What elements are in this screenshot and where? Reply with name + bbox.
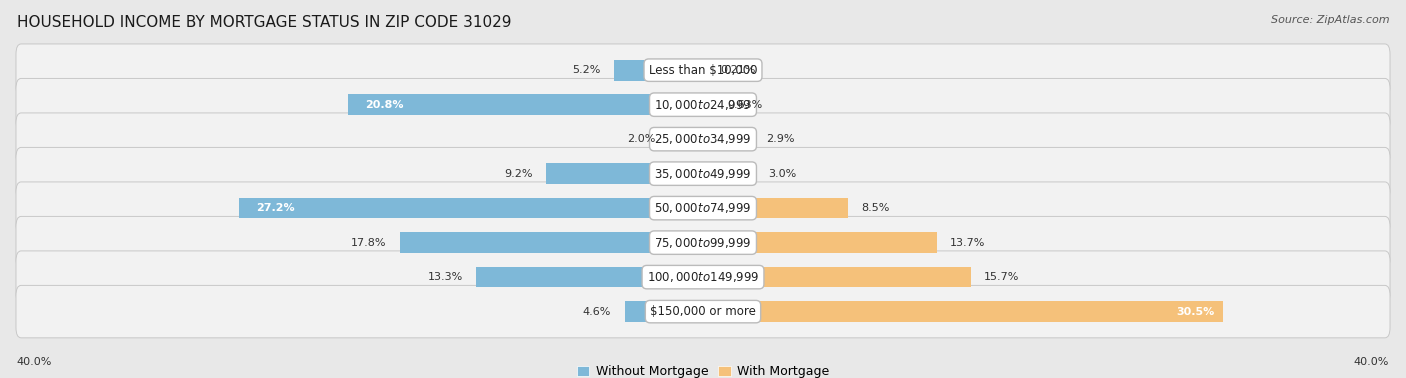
FancyBboxPatch shape (15, 217, 1391, 269)
Text: 13.7%: 13.7% (950, 238, 986, 248)
Text: 40.0%: 40.0% (17, 357, 52, 367)
FancyBboxPatch shape (15, 147, 1391, 200)
Bar (703, 60, 707, 81)
Legend: Without Mortgage, With Mortgage: Without Mortgage, With Mortgage (572, 360, 834, 378)
Text: $50,000 to $74,999: $50,000 to $74,999 (654, 201, 752, 215)
Bar (703, 301, 1223, 322)
Text: 20.8%: 20.8% (366, 100, 404, 110)
Text: $75,000 to $99,999: $75,000 to $99,999 (654, 235, 752, 249)
Text: 17.8%: 17.8% (350, 238, 385, 248)
Text: 27.2%: 27.2% (256, 203, 295, 213)
Bar (703, 129, 752, 149)
Text: 13.3%: 13.3% (427, 272, 463, 282)
Bar (546, 163, 703, 184)
Text: 2.0%: 2.0% (627, 134, 655, 144)
Bar (614, 60, 703, 81)
Text: 3.0%: 3.0% (768, 169, 796, 179)
Text: 8.5%: 8.5% (862, 203, 890, 213)
Bar (239, 198, 703, 218)
Bar (703, 232, 936, 253)
FancyBboxPatch shape (15, 285, 1391, 338)
Text: HOUSEHOLD INCOME BY MORTGAGE STATUS IN ZIP CODE 31029: HOUSEHOLD INCOME BY MORTGAGE STATUS IN Z… (17, 15, 512, 30)
Bar (703, 94, 714, 115)
Bar (399, 232, 703, 253)
Text: 0.21%: 0.21% (720, 65, 755, 75)
Text: 2.9%: 2.9% (766, 134, 794, 144)
Bar (703, 163, 754, 184)
Text: 9.2%: 9.2% (503, 169, 533, 179)
Text: $25,000 to $34,999: $25,000 to $34,999 (654, 132, 752, 146)
Text: $100,000 to $149,999: $100,000 to $149,999 (647, 270, 759, 284)
Bar (477, 267, 703, 287)
Text: 0.63%: 0.63% (727, 100, 762, 110)
FancyBboxPatch shape (15, 113, 1391, 165)
Bar (703, 198, 848, 218)
Text: 30.5%: 30.5% (1177, 307, 1215, 317)
FancyBboxPatch shape (15, 182, 1391, 234)
Bar (703, 267, 970, 287)
Bar (669, 129, 703, 149)
FancyBboxPatch shape (15, 251, 1391, 303)
Text: $10,000 to $24,999: $10,000 to $24,999 (654, 98, 752, 112)
Text: 40.0%: 40.0% (1354, 357, 1389, 367)
Bar (624, 301, 703, 322)
Text: 5.2%: 5.2% (572, 65, 600, 75)
Text: $150,000 or more: $150,000 or more (650, 305, 756, 318)
FancyBboxPatch shape (15, 79, 1391, 131)
Bar (349, 94, 703, 115)
FancyBboxPatch shape (15, 44, 1391, 96)
Text: 15.7%: 15.7% (984, 272, 1019, 282)
Text: $35,000 to $49,999: $35,000 to $49,999 (654, 167, 752, 181)
Text: Source: ZipAtlas.com: Source: ZipAtlas.com (1271, 15, 1389, 25)
Text: Less than $10,000: Less than $10,000 (648, 64, 758, 77)
Text: 4.6%: 4.6% (582, 307, 612, 317)
